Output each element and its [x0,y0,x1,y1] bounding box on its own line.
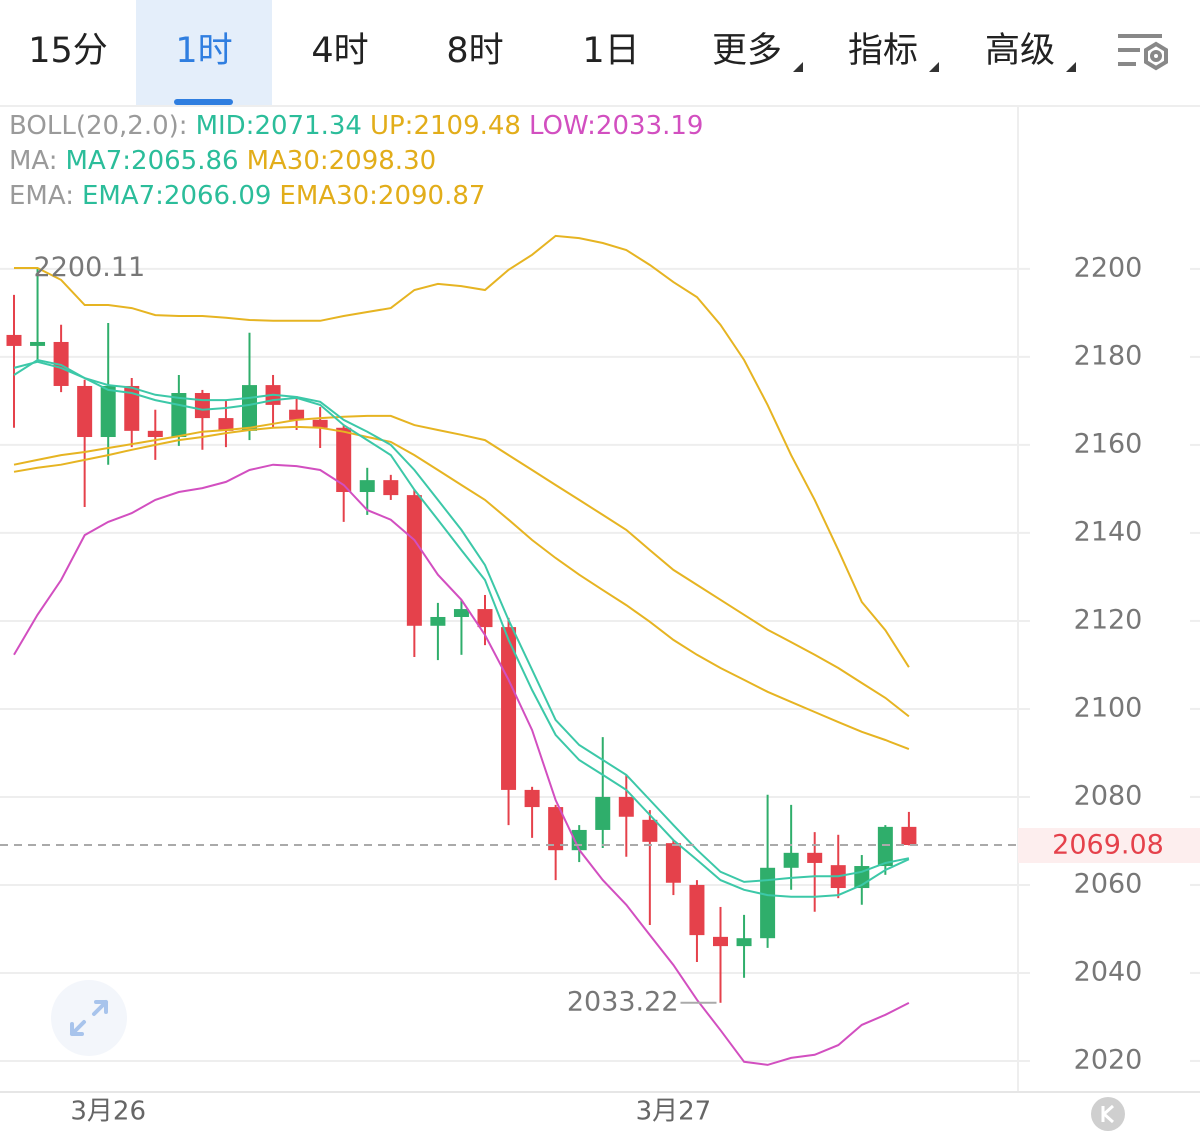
candle-body [595,796,611,830]
candle-body [477,609,493,628]
y-tick-label: 2160 [1074,428,1143,459]
y-tick-label: 2120 [1074,604,1143,635]
menu[interactable]: 更多 [712,31,782,71]
menu-arrow [1066,62,1076,72]
tab[interactable]: 4时 [311,31,368,71]
legend-item: MID:2071.34 [196,111,362,141]
y-tick-label: 2180 [1074,340,1143,371]
candle-body [783,852,799,868]
x-tick-label: 3月27 [636,1097,712,1127]
candle-body [760,867,776,939]
tab[interactable]: 8时 [446,31,503,71]
candle-body [147,430,163,438]
candle-body [877,826,893,867]
last-price-box [1018,827,1200,863]
y-tick-label: 2140 [1074,516,1143,547]
legend-item: EMA7:2066.09 [82,181,271,211]
candle-body [406,495,422,626]
indicator-line [13,358,910,898]
candle-body [242,385,257,431]
legend-row: EMA: EMA7:2066.09 EMA30:2090.87 [9,181,485,211]
candle-body [194,393,210,419]
candle-body [218,418,234,431]
indicator-line [13,425,910,751]
indicator-line [13,463,910,1066]
candle-body [30,341,46,346]
candle-body [430,616,446,626]
k-icon [1101,1104,1114,1124]
menu[interactable]: 高级 [985,31,1055,71]
y-tick-label: 2200 [1074,252,1143,283]
candle-body [901,826,917,845]
x-tick-label: 3月26 [70,1097,146,1127]
candle-body [665,843,681,883]
menu-arrow [793,62,803,72]
candle-body [77,385,93,438]
plot: 2020 2040 2060 2080 2100 2120 2140 2160 2180 2200… [0,234,1200,1127]
legend-item: EMA: [9,181,74,211]
candle-body [689,884,705,936]
settings-icon[interactable] [1118,34,1168,71]
expand-bg [51,980,127,1056]
icon-hex [1144,41,1168,71]
expand-button[interactable] [51,980,127,1056]
indicator-line [14,234,910,668]
candle-body [289,409,305,420]
menu[interactable]: 指标 [848,31,918,71]
candle-body [100,385,116,438]
icon-dot [1150,50,1162,62]
candle-body [618,796,634,817]
candle-body [6,334,22,346]
active-tab-bg [136,0,272,105]
legend-item: MA30:2098.30 [247,146,437,176]
legend-item: MA7:2065.86 [66,146,239,176]
legend-row: BOLL(20,2.0): MID:2071.34 UP:2109.48 LOW:20… [9,111,703,141]
expand-icon [70,1000,108,1036]
tab[interactable]: 1时 [175,31,232,71]
candle-body [171,393,187,438]
menu-arrow [929,62,939,72]
legend-item: EMA30:2090.87 [279,181,485,211]
min-label: 2033.22 [567,986,679,1017]
tab[interactable]: 15分 [28,31,108,71]
legend-item: BOLL(20,2.0): [9,111,188,141]
legend-item: MA: [9,146,58,176]
legend-item: UP:2109.48 [370,111,521,141]
legend: BOLL(20,2.0): MID:2071.34 UP:2109.48 LOW:20… [9,111,703,211]
indicator-line [13,414,910,718]
candle-body [501,627,517,790]
tab-bar: 15分 1时 4时 8时 1日 更多 指标 高级 [0,0,1200,107]
candle-body [807,852,823,863]
candle-body [453,609,469,617]
candle-body [736,938,752,947]
tab[interactable]: 1日 [582,31,639,71]
candle-body [336,427,352,493]
y-tick-label: 2100 [1074,692,1143,723]
legend-item: LOW:2033.19 [529,111,703,141]
candle-body [548,807,564,851]
k-button[interactable] [1091,1097,1125,1131]
indicator-line [13,360,910,883]
y-tick-label: 2080 [1074,780,1143,811]
last-price-label: 2069.08 [1052,829,1164,860]
candle-body [642,819,658,842]
legend-row: MA: MA7:2065.86 MA30:2098.30 [9,146,436,176]
candle-body [524,789,540,808]
y-tick-label: 2020 [1074,1044,1143,1075]
k-bg [1091,1097,1125,1131]
candle-body [312,419,328,428]
candle-body [124,385,140,431]
y-tick-label: 2040 [1074,956,1143,987]
candle-body [359,480,375,493]
active-tab-indicator [174,99,233,105]
candle-body [383,480,399,496]
max-label: 2200.11 [34,252,146,283]
candle-body [713,936,728,947]
y-tick-label: 2060 [1074,868,1143,899]
